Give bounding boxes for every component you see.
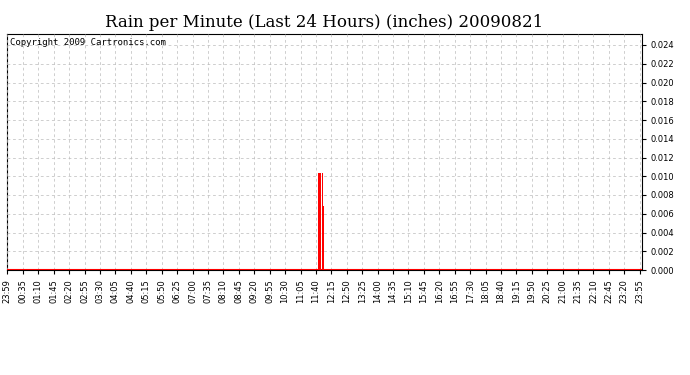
Bar xyxy=(319,172,320,270)
Bar xyxy=(322,172,323,270)
Bar xyxy=(319,172,321,270)
Title: Rain per Minute (Last 24 Hours) (inches) 20090821: Rain per Minute (Last 24 Hours) (inches)… xyxy=(105,14,544,31)
Bar xyxy=(322,206,324,270)
Bar xyxy=(317,172,319,270)
Text: Copyright 2009 Cartronics.com: Copyright 2009 Cartronics.com xyxy=(10,39,166,48)
